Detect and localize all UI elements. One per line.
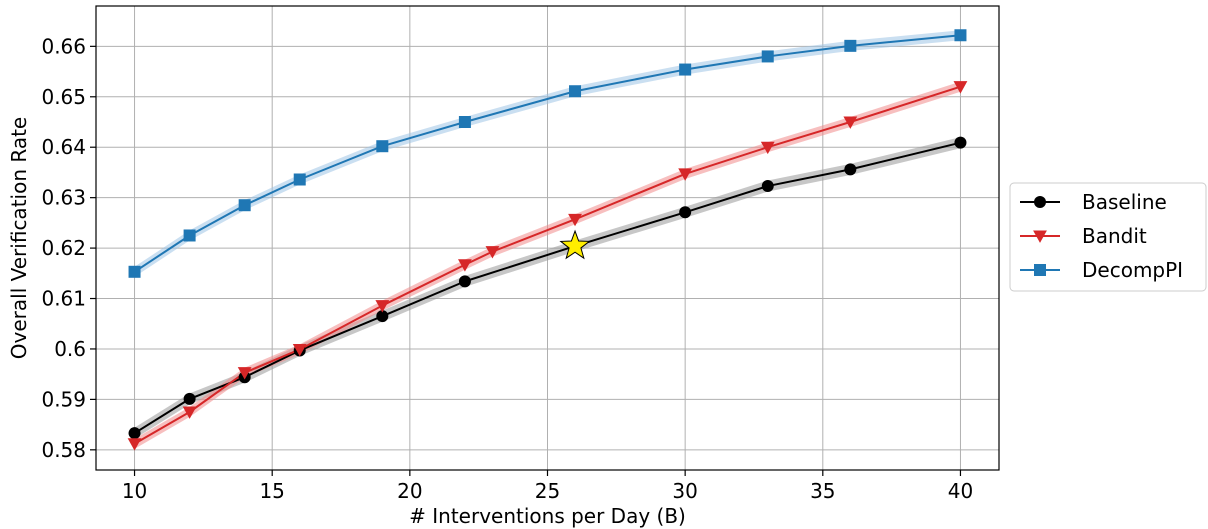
x-tick-label: 25 xyxy=(535,479,560,503)
axis-labels: # Interventions per Day (B) Overall Veri… xyxy=(7,117,686,528)
x-tick-label: 40 xyxy=(948,479,973,503)
baseline-confidence-band xyxy=(134,137,961,439)
star-marker xyxy=(559,229,591,260)
legend-baseline-marker xyxy=(1034,196,1046,208)
y-tick-label: 0.58 xyxy=(41,438,86,462)
y-tick-label: 0.6 xyxy=(54,337,86,361)
y-tick-label: 0.65 xyxy=(41,85,86,109)
series-markers xyxy=(127,29,968,451)
bandit-data-point xyxy=(485,246,500,259)
legend-baseline-label: Baseline xyxy=(1082,190,1167,214)
decomppi-data-point xyxy=(569,85,582,98)
baseline-data-point xyxy=(183,392,196,405)
bandit-data-point xyxy=(843,116,858,129)
x-axis-label: # Interventions per Day (B) xyxy=(409,504,686,528)
bandit-data-point xyxy=(760,141,775,155)
y-tick-label: 0.59 xyxy=(41,387,86,411)
bandit-data-point xyxy=(127,438,142,451)
legend-box xyxy=(1009,182,1207,292)
legend-bandit-marker xyxy=(1033,230,1047,243)
decomppi-data-point xyxy=(761,50,774,63)
bandit-data-point xyxy=(568,213,582,227)
decomppi-data-point xyxy=(844,39,857,52)
bandit-series-line xyxy=(134,85,961,445)
bandit-data-point xyxy=(292,343,307,357)
x-tick-label: 10 xyxy=(122,479,147,503)
decomppi-data-point xyxy=(954,29,967,42)
bandit-data-point xyxy=(678,168,693,181)
bandit-data-point xyxy=(182,406,197,419)
y-axis-label: Overall Verification Rate xyxy=(7,117,31,359)
baseline-data-point xyxy=(128,427,141,440)
bandit-data-point xyxy=(237,367,252,380)
axis-ticks: 10 15 20 25 30 35 40 0.58 0.59 0.6 0.61 0.62 0.63 0.6… xyxy=(41,34,973,503)
y-tick-label: 0.61 xyxy=(41,287,86,311)
x-tick-label: 30 xyxy=(672,479,697,503)
bandit-data-point xyxy=(375,300,390,313)
y-tick-label: 0.62 xyxy=(41,236,86,260)
legend-decomppi-label: DecompPI xyxy=(1082,258,1183,282)
bandit-data-point xyxy=(953,81,968,94)
legend-decomppi-marker xyxy=(1034,264,1046,276)
x-tick-label: 35 xyxy=(810,479,835,503)
legend-bandit-label: Bandit xyxy=(1082,224,1147,248)
decomppi-data-point xyxy=(238,199,251,212)
x-tick-label: 20 xyxy=(397,479,422,503)
decomppi-data-point xyxy=(458,116,471,128)
decomppi-data-point xyxy=(376,140,389,153)
bandit-data-point xyxy=(458,259,472,272)
decomppi-data-point xyxy=(679,63,692,76)
baseline-data-point xyxy=(458,275,471,288)
baseline-data-point xyxy=(761,180,774,193)
decomppi-data-point xyxy=(293,173,306,186)
y-tick-label: 0.66 xyxy=(41,34,86,58)
baseline-data-point xyxy=(376,310,389,323)
confidence-bands xyxy=(134,30,961,449)
legend: Baseline Bandit DecompPI xyxy=(1009,182,1207,292)
annotations xyxy=(559,229,591,260)
baseline-data-point xyxy=(844,163,857,176)
y-tick-label: 0.63 xyxy=(41,186,86,210)
decomppi-data-point xyxy=(183,229,196,242)
x-tick-label: 15 xyxy=(259,479,284,503)
y-tick-label: 0.64 xyxy=(41,135,86,159)
baseline-data-point xyxy=(954,136,967,149)
baseline-data-point xyxy=(679,206,692,219)
decomppi-data-point xyxy=(128,265,141,278)
